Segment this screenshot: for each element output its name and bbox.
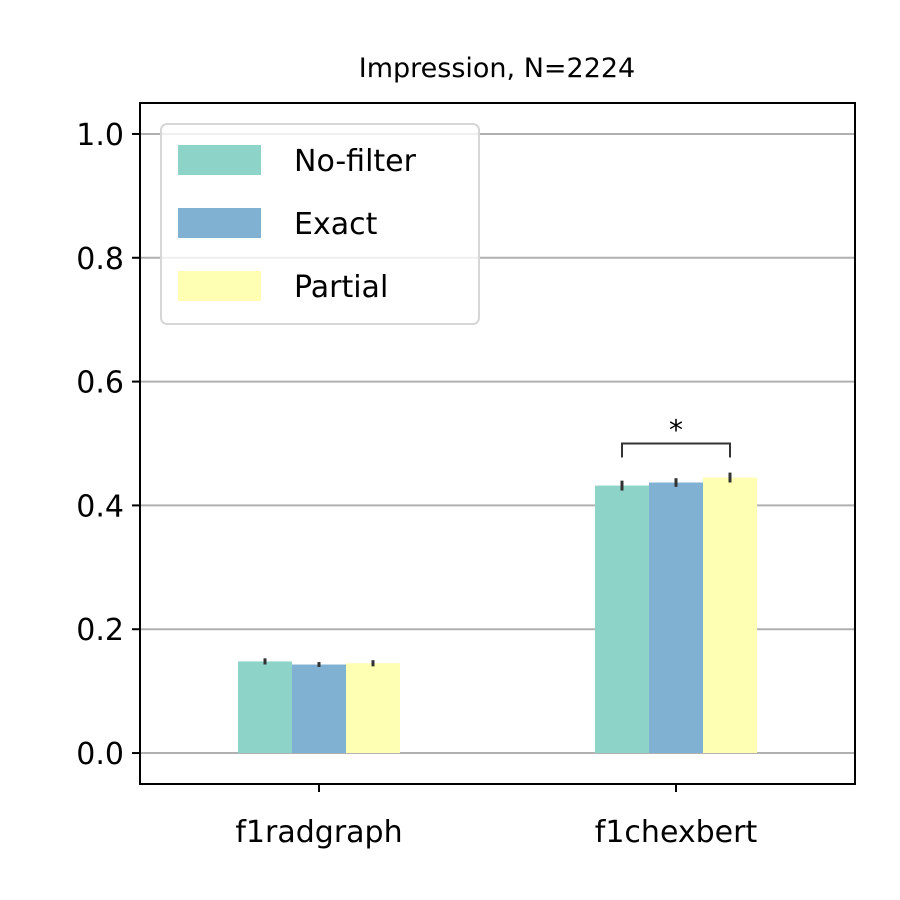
y-tick-label: 0.0 xyxy=(76,737,124,772)
chart-title: Impression, N=2224 xyxy=(359,53,636,84)
bar xyxy=(346,663,400,754)
x-axis-ticks: f1radgraph f1chexbert xyxy=(235,784,757,850)
legend-label: No-filter xyxy=(294,144,417,179)
bar xyxy=(595,485,649,754)
significance-label: * xyxy=(669,414,683,447)
bar xyxy=(703,477,757,754)
legend-swatch xyxy=(178,145,261,175)
legend: No-filter Exact Partial xyxy=(160,123,480,325)
y-axis-ticks: 0.0 0.2 0.4 0.6 0.8 1.0 xyxy=(76,118,140,772)
legend-swatch xyxy=(178,271,261,301)
y-tick-label: 0.8 xyxy=(76,242,124,277)
legend-label: Exact xyxy=(294,207,378,242)
significance-line xyxy=(621,442,731,458)
bar xyxy=(649,482,703,754)
bar xyxy=(238,661,292,754)
y-tick-label: 1.0 xyxy=(76,118,124,153)
legend-swatch xyxy=(178,208,261,238)
plot-frame xyxy=(139,102,856,785)
legend-label: Partial xyxy=(294,270,388,305)
y-tick-label: 0.4 xyxy=(76,489,124,524)
y-tick-label: 0.6 xyxy=(76,366,124,401)
y-tick-label: 0.2 xyxy=(76,613,124,648)
bar xyxy=(292,664,346,754)
error-bars xyxy=(263,472,732,667)
x-tick-label: f1radgraph xyxy=(235,815,402,850)
significance-bracket: * xyxy=(621,414,731,458)
bars xyxy=(238,477,757,754)
x-tick-label: f1chexbert xyxy=(595,815,758,850)
